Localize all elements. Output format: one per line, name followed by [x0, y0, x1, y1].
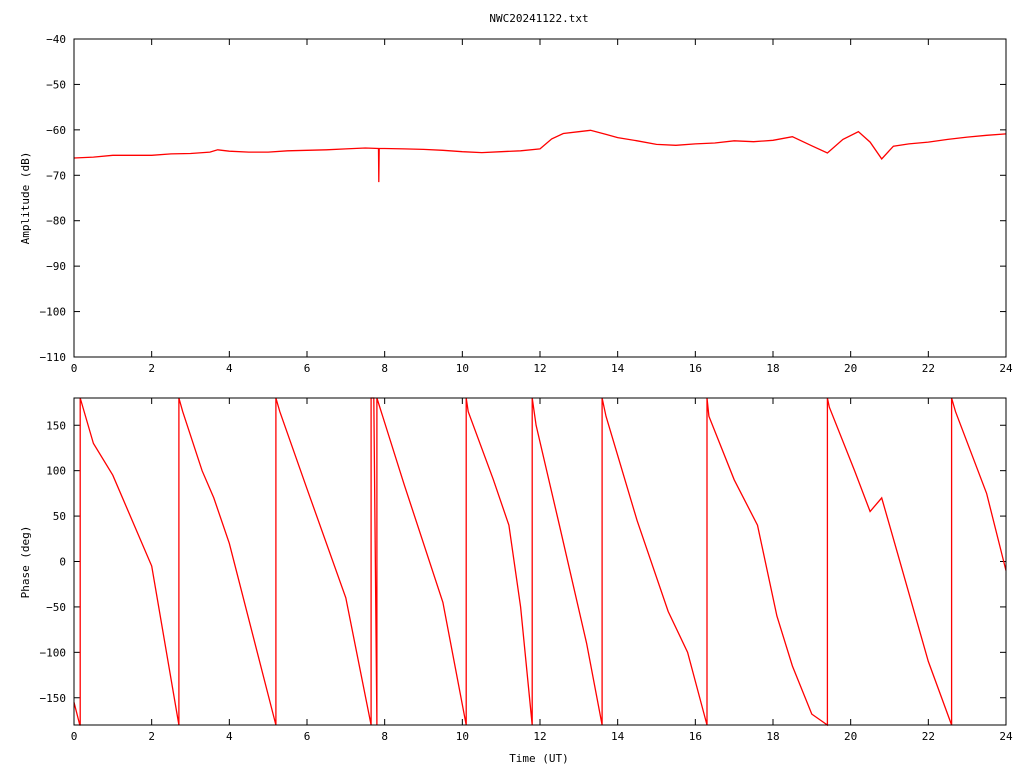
amplitude-y-tick-label: −110 — [40, 351, 67, 364]
amplitude-x-tick-label: 18 — [766, 362, 779, 375]
phase-x-tick-label: 10 — [456, 730, 469, 743]
phase-y-tick-label: 150 — [46, 419, 66, 432]
amplitude-panel: NWC20241122.txt Amplitude (dB) 0 2 4 6 8 10 12… — [19, 12, 1013, 375]
amplitude-x-tick-label: 20 — [844, 362, 857, 375]
phase-x-tick-label: 2 — [148, 730, 155, 743]
amplitude-x-tick-label: 8 — [381, 362, 388, 375]
phase-x-tick-label: 20 — [844, 730, 857, 743]
amplitude-series-line — [73, 129, 1007, 183]
amplitude-axis-label: Amplitude (dB) — [19, 152, 32, 245]
phase-x-tick-label: 18 — [766, 730, 779, 743]
amplitude-x-tick-label: 22 — [922, 362, 935, 375]
amplitude-x-tick-label: 10 — [456, 362, 469, 375]
phase-ticks: 0 2 4 6 8 10 12 14 16 18 20 22 24−150−100−5005010015… — [40, 398, 1013, 743]
amplitude-y-tick-label: −80 — [46, 215, 66, 228]
time-axis-label: Time (UT) — [509, 752, 569, 765]
amplitude-y-tick-label: −40 — [46, 33, 66, 46]
amplitude-y-tick-label: −90 — [46, 260, 66, 273]
amplitude-x-tick-label: 2 — [148, 362, 155, 375]
amplitude-x-tick-label: 12 — [533, 362, 546, 375]
phase-plot-frame — [73, 397, 1007, 726]
amplitude-x-tick-label: 6 — [304, 362, 311, 375]
phase-x-tick-label: 4 — [226, 730, 233, 743]
phase-axis-label: Phase (deg) — [19, 526, 32, 599]
phase-x-tick-label: 8 — [381, 730, 388, 743]
chart-title: NWC20241122.txt — [489, 12, 588, 25]
phase-y-tick-label: −150 — [40, 692, 67, 705]
phase-y-tick-label: 100 — [46, 465, 66, 478]
amplitude-y-tick-label: −50 — [46, 78, 66, 91]
amplitude-x-tick-label: 0 — [71, 362, 78, 375]
phase-x-tick-label: 0 — [71, 730, 78, 743]
phase-y-tick-label: 50 — [53, 510, 66, 523]
amplitude-x-tick-label: 24 — [999, 362, 1013, 375]
amplitude-y-tick-label: −70 — [46, 169, 66, 182]
phase-y-tick-label: 0 — [59, 556, 66, 569]
amplitude-ticks: 0 2 4 6 8 10 12 14 16 18 20 22 24−110−100−90−80−70−6… — [40, 33, 1013, 375]
phase-y-tick-label: −100 — [40, 646, 67, 659]
amplitude-x-tick-label: 14 — [611, 362, 625, 375]
amplitude-y-tick-label: −100 — [40, 306, 67, 319]
amplitude-x-tick-label: 16 — [689, 362, 702, 375]
phase-x-tick-label: 24 — [999, 730, 1013, 743]
amplitude-x-tick-label: 4 — [226, 362, 233, 375]
phase-panel: Phase (deg) Time (UT) 0 2 4 6 8 10 12 14 16 18 20 2… — [19, 397, 1013, 765]
phase-x-tick-label: 12 — [533, 730, 546, 743]
amplitude-plot-frame — [73, 38, 1007, 358]
amplitude-y-tick-label: −60 — [46, 124, 66, 137]
phase-x-tick-label: 14 — [611, 730, 625, 743]
phase-x-tick-label: 22 — [922, 730, 935, 743]
phase-x-tick-label: 16 — [689, 730, 702, 743]
phase-y-tick-label: −50 — [46, 601, 66, 614]
phase-series-line — [73, 397, 1007, 727]
phase-x-tick-label: 6 — [304, 730, 311, 743]
